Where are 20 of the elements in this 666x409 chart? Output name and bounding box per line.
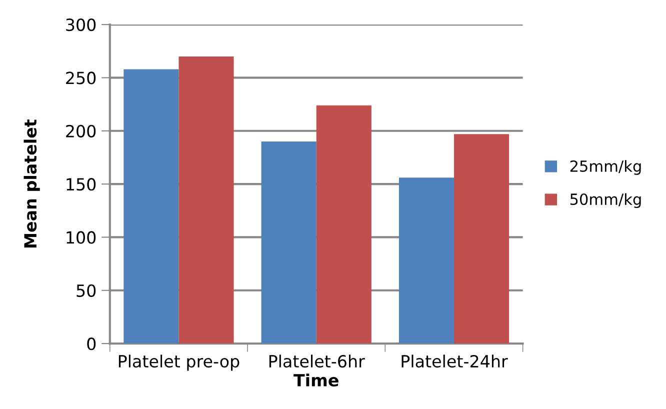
y-tick-label: 150 bbox=[66, 178, 96, 191]
bar bbox=[178, 56, 234, 344]
y-axis-title: Mean platelet bbox=[24, 119, 40, 248]
x-tick-label: Platelet pre-op bbox=[118, 354, 240, 371]
bar bbox=[261, 142, 316, 344]
y-tick-label: 300 bbox=[66, 18, 96, 32]
y-tick-label: 200 bbox=[66, 124, 96, 138]
bar bbox=[398, 178, 454, 344]
bar bbox=[124, 69, 179, 344]
y-tick-label: 50 bbox=[76, 284, 96, 297]
x-axis-title: Time bbox=[294, 374, 338, 386]
legend-label: 25mm/kg bbox=[570, 160, 641, 175]
x-tick-label: Platelet-24hr bbox=[402, 354, 508, 368]
bar bbox=[316, 105, 372, 344]
y-tick-label: 250 bbox=[66, 72, 96, 84]
legend-label: 50mm/kg bbox=[570, 193, 641, 208]
y-tick-label: 100 bbox=[66, 231, 96, 244]
y-tick-label: 0 bbox=[87, 338, 96, 350]
bar bbox=[454, 134, 510, 344]
x-tick-label: Platelet-6hr bbox=[269, 354, 365, 368]
